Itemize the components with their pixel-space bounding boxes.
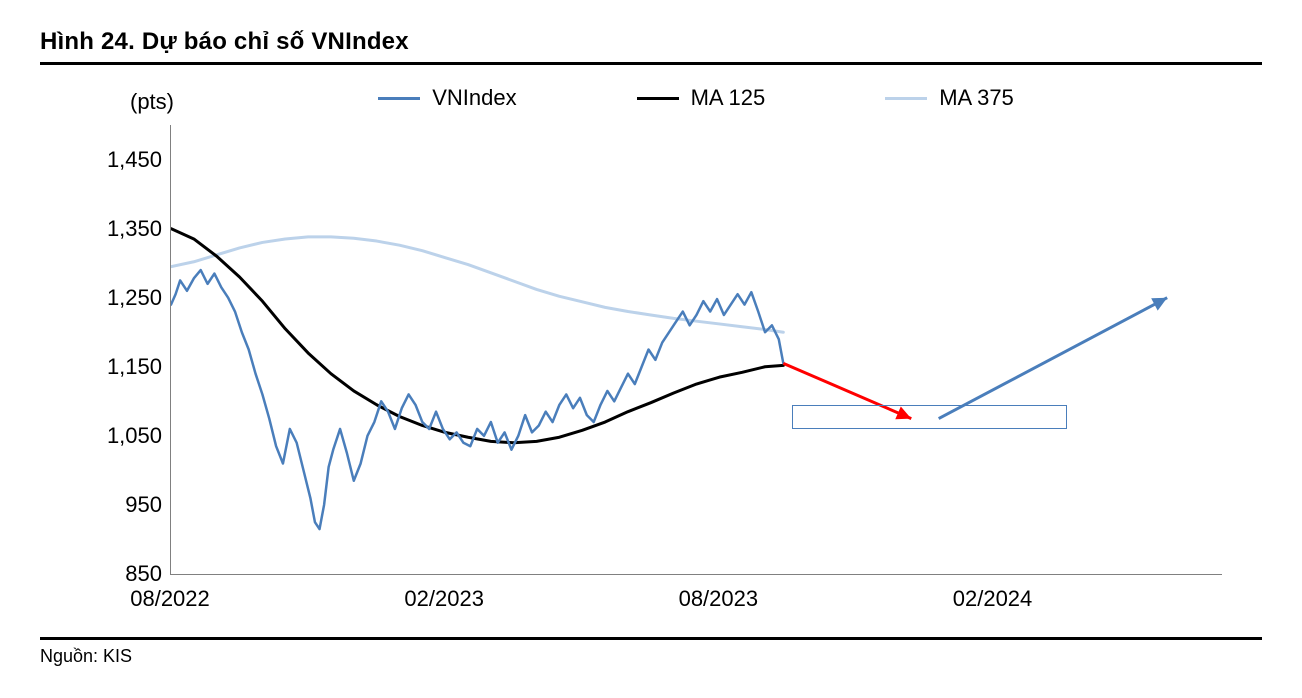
- x-tick-label: 02/2023: [404, 586, 484, 612]
- source-text: Nguồn: KIS: [40, 646, 132, 666]
- y-tick-label: 1,450: [100, 147, 162, 173]
- y-tick-label: 1,250: [100, 285, 162, 311]
- forecast-up-arrow: [939, 298, 1167, 419]
- legend-item-ma125: MA 125: [637, 85, 766, 111]
- legend-swatch-ma125: [637, 97, 679, 100]
- y-tick-label: 1,150: [100, 354, 162, 380]
- x-tick-label: 08/2022: [130, 586, 210, 612]
- series-vnindex: [171, 270, 783, 529]
- legend-item-ma375: MA 375: [885, 85, 1014, 111]
- y-tick-label: 1,050: [100, 423, 162, 449]
- chart-legend: VNIndex MA 125 MA 375: [170, 85, 1222, 111]
- chart-outer: (pts) VNIndex MA 125 MA 375 850 950 1,050 1…: [40, 75, 1262, 635]
- series-ma125: [171, 229, 783, 443]
- legend-swatch-vnindex: [378, 97, 420, 100]
- series-ma375: [171, 237, 783, 332]
- legend-label-ma375: MA 375: [939, 85, 1014, 111]
- target-zone-box: [792, 405, 1066, 429]
- source-line: Nguồn: KIS: [40, 637, 1262, 667]
- y-tick-label: 1,350: [100, 216, 162, 242]
- plot-svg: [171, 125, 1222, 574]
- figure-container: Hình 24. Dự báo chỉ số VNIndex (pts) VNI…: [0, 0, 1302, 698]
- legend-swatch-ma375: [885, 97, 927, 100]
- y-tick-label: 850: [100, 561, 162, 587]
- x-tick-label: 02/2024: [953, 586, 1033, 612]
- x-tick-label: 08/2023: [679, 586, 759, 612]
- legend-label-ma125: MA 125: [691, 85, 766, 111]
- y-tick-label: 950: [100, 492, 162, 518]
- y-axis-unit: (pts): [130, 89, 174, 115]
- legend-item-vnindex: VNIndex: [378, 85, 516, 111]
- figure-title: Hình 24. Dự báo chỉ số VNIndex: [40, 28, 1262, 56]
- figure-title-wrap: Hình 24. Dự báo chỉ số VNIndex: [40, 28, 1262, 65]
- legend-label-vnindex: VNIndex: [432, 85, 516, 111]
- plot-area: [170, 125, 1222, 575]
